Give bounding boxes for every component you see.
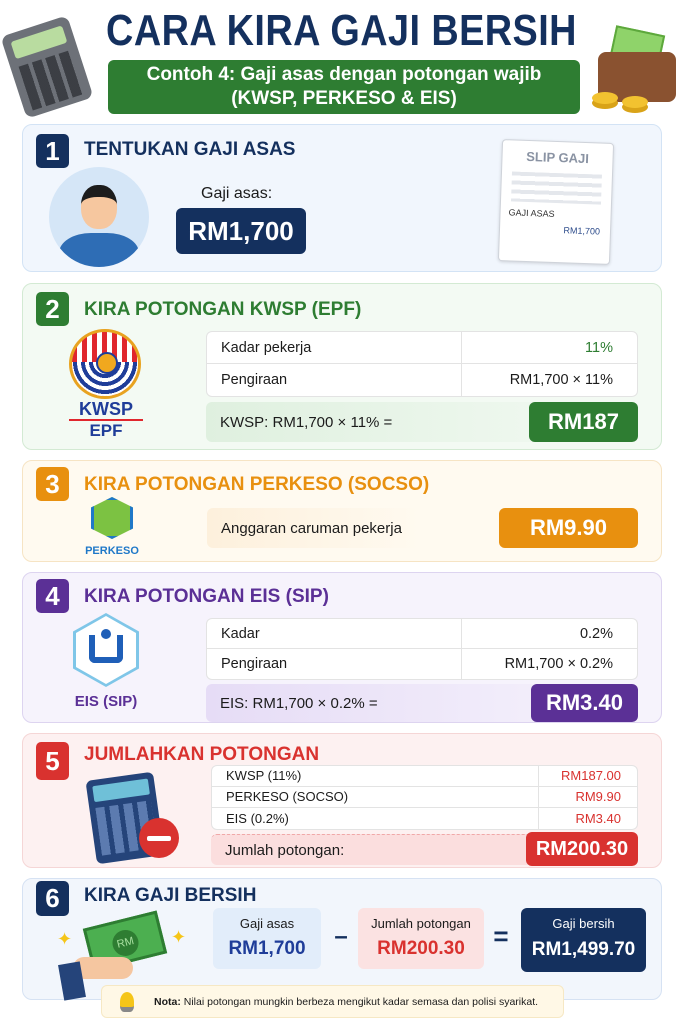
table-row: Kadar 0.2% [207,619,637,649]
row-value: RM1,700 × 11% [509,372,613,388]
step-number: 1 [36,134,69,168]
kwsp-logo: KWSP EPF [69,329,143,440]
page-title: CARA KIRA GAJI BERSIH [106,6,577,55]
step-title: KIRA GAJI BERSIH [84,885,257,906]
subtitle-line-1: Contoh 4: Gaji asas dengan potongan waji… [146,64,542,85]
gross-salary-box: Gaji asas RM1,700 [213,908,321,969]
perkeso-logo-text: PERKESO [85,545,139,557]
deduction-value: RM200.30 [377,938,465,959]
row-value: RM9.90 [575,789,621,805]
kwsp-table: Kadar pekerja 11% Pengiraan RM1,700 × 11% [206,331,638,397]
deduction-box: Jumlah potongan RM200.30 [358,908,484,969]
note-text: Nilai potongan mungkin berbeza mengikut … [180,995,539,1008]
payslip-value: RM1,700 [563,225,601,237]
row-label: Pengiraan [207,649,462,679]
row-value: 0.2% [579,625,613,642]
calculator-minus-icon [83,771,183,865]
row-value: RM187.00 [561,768,621,784]
row-label: Pengiraan [207,364,462,396]
eis-logo-text: EIS (SIP) [74,693,138,710]
gross-salary-label: Gaji asas [239,916,295,931]
step-number: 3 [36,467,69,501]
net-salary-value: RM1,499.70 [531,939,636,960]
payslip-label: GAJI ASAS [508,207,555,219]
table-row: Pengiraan RM1,700 × 0.2% [207,649,637,679]
page-subtitle: Contoh 4: Gaji asas dengan potongan waji… [108,60,580,114]
equals-sign: = [493,921,509,951]
step-title: JUMLAHKAN POTONGAN [84,744,320,765]
row-label: Kadar pekerja [207,332,462,363]
row-label: Kadar [207,619,462,648]
avatar [49,167,149,267]
step-number: 6 [36,881,69,916]
total-deductions-value: RM200.30 [526,832,638,866]
step-title: KIRA POTONGAN KWSP (EPF) [84,299,362,320]
row-value: 11% [585,339,613,356]
step-2-section: 2 KIRA POTONGAN KWSP (EPF) KWSP EPF Kada… [22,283,662,450]
gross-salary-label: Gaji asas: [201,185,273,202]
perkeso-label: Anggaran caruman pekerja [207,508,421,548]
net-salary-label: Gaji bersih [552,916,615,931]
table-row: KWSP (11%) RM187.00 [212,766,637,787]
gross-salary-value: RM1,700 [228,938,306,959]
table-row: Kadar pekerja 11% [207,332,637,364]
perkeso-result: RM9.90 [499,508,638,548]
step-number: 4 [36,579,69,613]
subtitle-line-2: (KWSP, PERKESO & EIS) [231,88,457,109]
money-hand-icon: ✦ ✦ RM [41,909,191,1001]
step-number: 2 [36,292,69,326]
money-label: RM [109,927,142,959]
row-label: KWSP (11%) [212,766,539,786]
table-row: PERKESO (SOCSO) RM9.90 [212,786,637,808]
step-title: TENTUKAN GAJI ASAS [84,139,296,160]
lightbulb-icon [120,991,134,1012]
step-5-section: 5 JUMLAHKAN POTONGAN KWSP (11%) RM187.00 … [22,733,662,868]
gross-salary-value: RM1,700 [176,208,306,254]
step-3-section: 3 KIRA POTONGAN PERKESO (SOCSO) PERKESO … [22,460,662,562]
eis-result: RM3.40 [531,684,638,722]
wallet-icon [592,25,678,110]
step-6-section: 6 KIRA GAJI BERSIH ✦ ✦ RM Gaji asas RM1,… [22,878,662,1001]
row-value: RM3.40 [575,810,621,826]
row-label: EIS (0.2%) [212,807,539,829]
row-value: RM1,700 × 0.2% [504,656,613,672]
table-row: EIS (0.2%) RM3.40 [212,807,637,829]
note-box: Nota: Nilai potongan mungkin berbeza men… [101,985,564,1018]
eis-logo: EIS (SIP) [69,613,143,713]
payslip: SLIP GAJI GAJI ASAS RM1,700 [497,139,615,265]
deduction-label: Jumlah potongan [371,916,471,931]
step-number: 5 [36,742,69,780]
table-row: Pengiraan RM1,700 × 11% [207,364,637,396]
step-title: KIRA POTONGAN PERKESO (SOCSO) [84,474,430,495]
step-title: KIRA POTONGAN EIS (SIP) [84,586,329,607]
note-prefix: Nota: [154,995,181,1008]
net-salary-box: Gaji bersih RM1,499.70 [521,908,646,972]
epf-logo-text: EPF [89,421,123,440]
deductions-table: KWSP (11%) RM187.00 PERKESO (SOCSO) RM9.90… [211,765,638,830]
payslip-title: SLIP GAJI [525,148,590,167]
eis-table: Kadar 0.2% Pengiraan RM1,700 × 0.2% [206,618,638,680]
step-4-section: 4 KIRA POTONGAN EIS (SIP) EIS (SIP) Kada… [22,572,662,723]
row-label: PERKESO (SOCSO) [212,786,539,807]
step-1-section: 1 TENTUKAN GAJI ASAS Gaji asas: RM1,700 … [22,124,662,272]
kwsp-result: RM187 [529,402,638,442]
minus-sign: – [334,923,348,950]
kwsp-logo-text: KWSP [69,399,143,421]
perkeso-logo: PERKESO [79,497,145,561]
